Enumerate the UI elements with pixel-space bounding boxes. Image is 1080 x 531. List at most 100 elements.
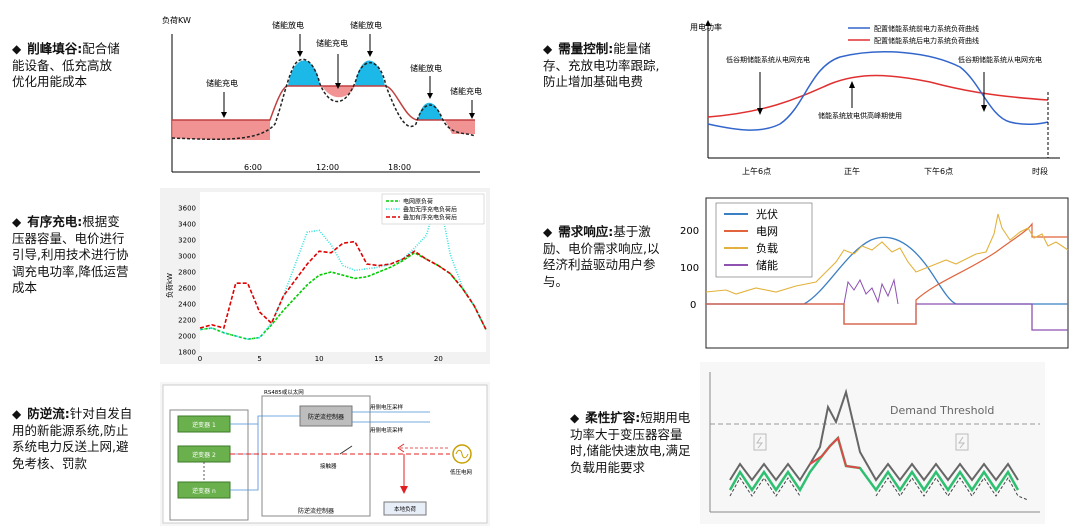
threshold-label: Demand Threshold: [890, 404, 994, 417]
arrow-right-head: [981, 105, 987, 112]
annotation-left: 低谷期储能系统从电网充电: [726, 55, 810, 64]
load-line: [705, 213, 1069, 295]
grid-load-line: [728, 435, 1020, 493]
before-storage-line: [707, 51, 1049, 131]
item-title: 柔性扩容:: [585, 410, 641, 425]
bullet-icon: ◆: [12, 215, 22, 229]
peak-shaving-chart: 负荷KW 储能充电 储能放电 储能充电 储能放电 储能放电 储能充电 6:00 …: [162, 15, 482, 173]
storage-discharge-line: [809, 436, 861, 469]
tick-6am: 上午6点: [742, 166, 771, 176]
annotation-mid: 储能系统放电供高峰期使用: [818, 111, 902, 120]
y-tick-label: 2400: [178, 301, 196, 309]
sampling-lines: [352, 411, 430, 423]
label-discharge-1: 储能放电: [272, 20, 304, 30]
local-load-box: [383, 501, 427, 516]
item-demand-response: ◆ 需求响应:基于激励、电价需求响应,以经济利益驱动用户参与。: [543, 224, 661, 290]
comm-line-n: [230, 424, 259, 491]
series-original-line: [199, 251, 487, 341]
pv-line: [706, 236, 1068, 305]
original-load-line: [171, 58, 476, 140]
tick-6: 6:00: [244, 163, 262, 172]
bullet-icon: ◆: [543, 225, 553, 239]
charge-arrow-head-1: [221, 112, 227, 118]
bullet-icon: ◆: [12, 42, 22, 56]
tick-noon: 正午: [844, 166, 860, 176]
anti-backflow-figure: 逆变器 1 逆变器 2 逆变器 n 防逆流控制器 RS485或以太网 用侧电压采…: [160, 382, 490, 526]
battery-icon-right: [955, 433, 969, 451]
item-desc: 配合储能设备、低充高放优化用能成本: [12, 41, 120, 89]
y-tick-label: 2000: [178, 333, 196, 341]
discharge-arrow-head-1: [297, 51, 303, 57]
discharge-arrow-head-3: [427, 93, 433, 99]
charge-area-1: [172, 120, 270, 140]
legend-label-before: 配置储能系统前电力系统负荷曲线: [874, 24, 979, 33]
item-desc: 能量储存、充放电功率跟踪,防止增加基础电费: [543, 41, 660, 89]
ytick-100: 100: [680, 263, 699, 274]
legend-label-grid: 电网: [756, 225, 778, 238]
x-tick-label: 10: [315, 355, 324, 363]
y-axis-label: 负荷kW: [165, 273, 174, 298]
y-tick-label: 2600: [178, 285, 196, 293]
item-flexible-expansion: ◆ 柔性扩容:短期用电功率大于变压器容量时,储能快速放电,满足负载用能要求: [570, 410, 692, 476]
legend-label-load: 负载: [756, 241, 778, 255]
x-tick-label: 15: [374, 355, 383, 363]
item-desc: 根据变压器容量、电价进行引导,利用技术进行协调充电功率,降低运营成本: [12, 214, 129, 295]
bullet-icon: ◆: [570, 411, 580, 425]
breaker-label: 接触器: [320, 462, 337, 470]
label-discharge-3: 储能放电: [410, 63, 442, 73]
legend-label-after: 配置储能系统后电力系统负荷曲线: [874, 36, 979, 45]
series-unordered-line: [199, 193, 487, 341]
ordered-charging-figure: 负荷kW 3600 3400 3200 3000 2800 2600 2400 2200 200…: [160, 188, 490, 364]
baseline-dashed-line: [729, 477, 1029, 501]
grid-label: 低压电网: [450, 468, 473, 476]
inverter-1-label: 逆变器 1: [192, 421, 216, 429]
rs485-label: RS485或以太网: [264, 388, 304, 396]
original-load-line: [729, 388, 1019, 482]
item-title: 有序充电:: [27, 214, 83, 229]
current-sample-label: 用侧电流采样: [370, 426, 404, 434]
y-tick-label: 1800: [178, 349, 196, 357]
voltage-sample-label: 用侧电压采样: [370, 403, 404, 411]
breaker-switch-icon: [339, 445, 353, 455]
bolt-icon-left: [756, 436, 764, 449]
comm-line-1: [230, 415, 300, 425]
battery-icon-left: [753, 433, 767, 451]
flexible-expansion-chart: Demand Threshold: [700, 362, 1045, 524]
y-axis-label: 用电功率: [690, 22, 722, 32]
label-charge-2: 储能充电: [316, 38, 348, 48]
y-tick-label: 3200: [178, 237, 196, 245]
label-charge-1: 储能充电: [206, 78, 238, 88]
label-discharge-2: 储能放电: [350, 20, 382, 30]
after-storage-line: [707, 74, 1049, 118]
x-tick-label: 5: [257, 355, 261, 363]
y-tick-label: 3600: [178, 205, 196, 213]
bullet-icon: ◆: [12, 407, 22, 421]
peak-shaving-figure: 负荷KW 储能充电 储能放电 储能充电 储能放电 储能放电 储能充电 6:00 …: [160, 12, 485, 180]
item-title: 削峰填谷:: [27, 41, 83, 56]
arrow-left-head: [757, 108, 763, 115]
background: [700, 362, 1045, 524]
item-desc: 针对自发自用的新能源系统,防止系统电力反送上网,避免考核、罚款: [12, 406, 133, 471]
item-title: 需求响应:: [558, 224, 614, 239]
legend-label-unordered: 叠加无序充电负荷后: [403, 206, 457, 214]
arrow-mid-head: [849, 81, 855, 88]
tick-6pm: 下午6点: [924, 166, 953, 176]
charge-arrow-head-3: [469, 113, 475, 119]
y-tick-label: 2200: [178, 317, 196, 325]
item-desc: 短期用电功率大于变压器容量时,储能快速放电,满足负载用能要求: [570, 410, 691, 475]
y-axis-label: 负荷KW: [162, 15, 191, 25]
y-tick-label: 3000: [178, 253, 196, 261]
item-ordered-charging: ◆ 有序充电:根据变压器容量、电价进行引导,利用技术进行协调充电功率,降低运营成本: [12, 214, 132, 297]
item-desc: 基于激励、电价需求响应,以经济利益驱动用户参与。: [543, 224, 660, 289]
charge-area-2: [322, 86, 355, 98]
reverse-arrow-icon: [397, 443, 405, 453]
discharge-area-1: [288, 60, 320, 86]
demand-control-figure: 用电功率 配置储能系统前电力系统负荷曲线 配置储能系统后电力系统负荷曲线 低谷期…: [690, 12, 1070, 180]
label-charge-3: 储能充电: [450, 86, 482, 96]
inverter-group-frame: [169, 409, 249, 521]
demand-response-figure: 200 100 0 光伏 电网 负载 储能: [676, 192, 1070, 354]
tick-12: 12:00: [316, 163, 339, 172]
legend-label-original: 电网原负荷: [403, 198, 433, 206]
inverter-n-label: 逆变器 n: [192, 487, 216, 495]
item-title: 防逆流:: [27, 406, 70, 421]
